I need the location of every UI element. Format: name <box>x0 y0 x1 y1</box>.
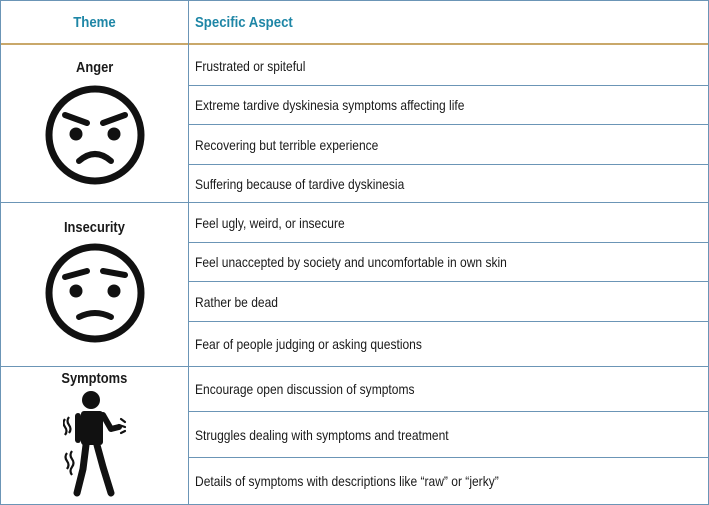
theme-label-anger: Anger <box>75 59 114 76</box>
aspect-cell: Extreme tardive dyskinesia symptoms affe… <box>195 97 465 113</box>
theme-label-insecurity: Insecurity <box>64 219 125 236</box>
group-divider <box>1 366 708 367</box>
angry-face-icon <box>45 85 145 185</box>
row-divider <box>189 281 708 282</box>
table-header: Theme Specific Aspect <box>1 1 708 45</box>
worried-face-icon <box>45 243 145 343</box>
row-divider <box>189 164 708 165</box>
row-divider <box>189 242 708 243</box>
row-divider <box>189 321 708 322</box>
row-divider <box>189 124 708 125</box>
trembling-person-icon <box>63 391 127 497</box>
header-theme: Theme <box>73 13 116 31</box>
row-divider <box>189 85 708 86</box>
aspect-cell: Feel ugly, weird, or insecure <box>195 214 345 231</box>
aspect-cell: Recovering but terrible experience <box>195 136 379 153</box>
aspect-cell: Feel unaccepted by society and uncomfort… <box>195 254 507 270</box>
aspect-cell: Struggles dealing with symptoms and trea… <box>195 426 449 443</box>
column-divider <box>188 1 189 504</box>
aspect-cell: Details of symptoms with descriptions li… <box>195 473 499 489</box>
aspect-cell: Rather be dead <box>195 293 279 310</box>
theme-label-symptoms: Symptoms <box>61 370 128 387</box>
aspect-cell: Fear of people judging or asking questio… <box>195 336 422 352</box>
header-specific-aspect: Specific Aspect <box>195 13 293 31</box>
group-divider <box>1 202 708 203</box>
aspect-cell: Suffering because of tardive dyskinesia <box>195 175 405 192</box>
row-divider <box>189 457 708 458</box>
aspect-cell: Frustrated or spiteful <box>195 57 306 74</box>
aspect-cell: Encourage open discussion of symptoms <box>195 381 415 397</box>
row-divider <box>189 411 708 412</box>
